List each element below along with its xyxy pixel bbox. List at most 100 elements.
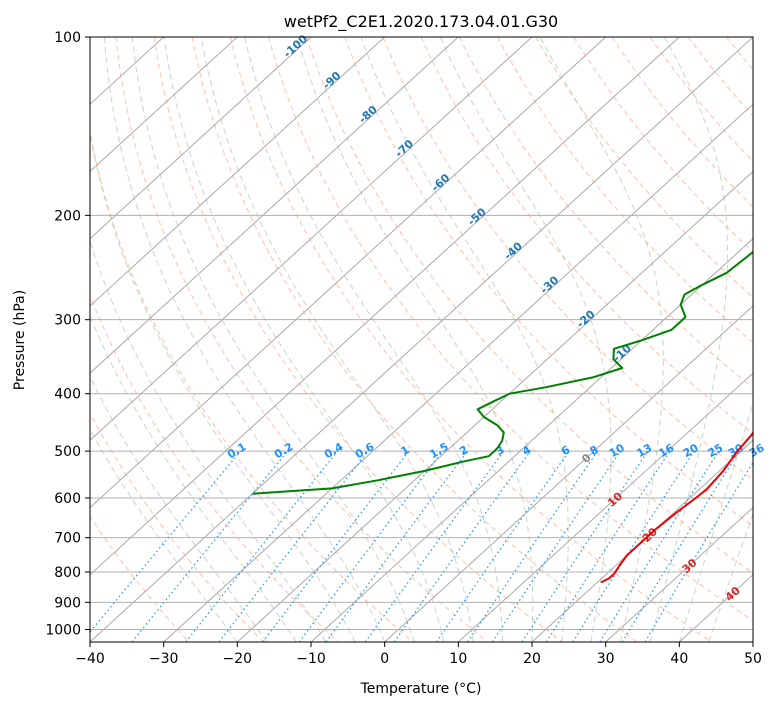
temperature-profile bbox=[600, 430, 753, 584]
y-tick-label: 100 bbox=[54, 30, 81, 46]
skewed-isotherm bbox=[457, 372, 753, 642]
mixing-ratio-line bbox=[262, 450, 410, 642]
x-tick-label: −40 bbox=[75, 651, 105, 667]
isotherm-label: -30 bbox=[538, 273, 562, 296]
y-tick-label: 200 bbox=[54, 208, 81, 224]
mixing-ratio-label: 0.6 bbox=[353, 440, 377, 461]
dry-adiabat bbox=[90, 412, 264, 642]
moist-adiabat bbox=[539, 37, 664, 642]
mixing-ratio-label: 6 bbox=[559, 443, 572, 458]
skewed-isotherm bbox=[90, 37, 607, 509]
mixing-ratio-line bbox=[599, 450, 720, 642]
skewed-isotherm bbox=[90, 37, 680, 576]
dry-adiabat bbox=[420, 37, 753, 435]
x-tick-label: 0 bbox=[380, 651, 389, 667]
isotherm-label: -90 bbox=[320, 69, 344, 92]
x-tick-label: 20 bbox=[523, 651, 541, 667]
mixing-ratio-label: 13 bbox=[634, 441, 654, 460]
dry-adiabat bbox=[344, 37, 753, 527]
x-tick-label: −10 bbox=[296, 651, 326, 667]
moist-adiabat bbox=[649, 37, 728, 642]
moist-adiabat bbox=[131, 37, 415, 642]
dry-adiabat bbox=[229, 37, 712, 642]
x-tick-label: 10 bbox=[449, 651, 467, 667]
y-tick-label: 700 bbox=[54, 531, 81, 547]
y-tick-label: 400 bbox=[54, 387, 81, 403]
plot-frame bbox=[89, 36, 754, 643]
mixing-ratio-line bbox=[466, 450, 599, 642]
moist-adiabat bbox=[678, 401, 753, 642]
isotherm-label: -70 bbox=[393, 137, 417, 160]
x-tick-label: −20 bbox=[223, 651, 253, 667]
y-tick-label: 1000 bbox=[45, 622, 81, 638]
mixing-ratio-line bbox=[364, 450, 505, 642]
mixing-ratio-label: 4 bbox=[520, 443, 533, 458]
mixing-ratio-label: 0.1 bbox=[225, 440, 248, 461]
dry-adiabat bbox=[90, 515, 190, 642]
mixing-ratio-line bbox=[131, 450, 289, 642]
skewed-isotherm bbox=[90, 37, 386, 307]
moist-adiabat bbox=[439, 37, 612, 642]
mixing-ratio-line bbox=[521, 450, 649, 642]
skewed-isotherm bbox=[90, 37, 238, 173]
mixing-ratio-line bbox=[491, 450, 621, 642]
y-axis-title: Pressure (hPa) bbox=[12, 290, 28, 390]
moist-adiabat bbox=[90, 375, 268, 642]
dry-adiabat bbox=[115, 37, 488, 642]
mixing-ratio-line bbox=[185, 450, 339, 642]
moist-adiabat bbox=[360, 37, 569, 642]
isotherm-label: -100 bbox=[281, 32, 310, 60]
x-axis: −40 −30 −20 −10 0 10 20 30 40 50 bbox=[75, 642, 762, 667]
mixing-ratio-label: 25 bbox=[706, 441, 726, 460]
dry-adiabat bbox=[611, 37, 753, 208]
y-tick-label: 900 bbox=[54, 595, 81, 611]
moist-adiabat bbox=[90, 428, 238, 642]
dry-adiabat bbox=[268, 37, 753, 622]
mixing-ratio-label: 36 bbox=[747, 441, 767, 460]
mixing-ratio-line bbox=[393, 450, 531, 642]
dry-adiabat bbox=[382, 37, 753, 481]
skewed-isotherm bbox=[752, 641, 753, 642]
x-tick-label: 40 bbox=[670, 651, 688, 667]
dry-adiabat bbox=[496, 37, 753, 344]
skewed-isotherm bbox=[163, 103, 753, 642]
moist-adiabat bbox=[90, 129, 356, 642]
dewpoint-profile bbox=[252, 250, 753, 495]
x-tick-label: 50 bbox=[744, 651, 762, 667]
isotherm-label: -50 bbox=[465, 205, 489, 228]
moist-adiabat bbox=[708, 513, 753, 642]
moist-adiabat bbox=[296, 37, 534, 642]
x-tick-label: −30 bbox=[149, 651, 179, 667]
mixing-ratio-line bbox=[90, 450, 242, 633]
mixing-ratio-line bbox=[621, 450, 740, 642]
mixing-ratio-line bbox=[545, 450, 671, 642]
chart-title: wetPf2_C2E1.2020.173.04.01.G30 bbox=[284, 12, 558, 32]
x-axis-title: Temperature (°C) bbox=[360, 681, 482, 697]
dry-adiabat bbox=[306, 37, 753, 574]
mixing-ratio-line bbox=[218, 450, 369, 642]
dry-adiabat bbox=[535, 37, 753, 298]
moist-adiabat bbox=[200, 37, 474, 642]
moist-adiabat bbox=[244, 37, 503, 642]
dry-adiabat bbox=[191, 37, 638, 642]
y-tick-label: 800 bbox=[54, 565, 81, 581]
isotherm-label: -80 bbox=[356, 103, 380, 126]
mixing-ratio-line bbox=[325, 450, 468, 642]
dry-adiabat bbox=[687, 37, 753, 117]
isotherm-label: -60 bbox=[429, 171, 453, 194]
dry-adiabat bbox=[90, 131, 414, 642]
skewed-isotherm bbox=[236, 170, 753, 642]
moist-adiabat bbox=[103, 37, 386, 642]
y-axis: 100 200 300 400 500 600 700 800 900 1000 bbox=[45, 30, 90, 638]
skewed-isotherm bbox=[90, 37, 459, 374]
mixing-ratio-label: 1.5 bbox=[427, 440, 450, 461]
background-lines bbox=[90, 37, 775, 642]
mixing-ratio-line bbox=[572, 450, 695, 642]
sounding-profiles bbox=[252, 250, 753, 584]
skewed-isotherm bbox=[384, 305, 753, 642]
skewed-isotherm bbox=[605, 506, 753, 642]
dry-adiabat bbox=[765, 37, 775, 642]
x-tick-label: 30 bbox=[597, 651, 615, 667]
mixing-ratio-line bbox=[644, 461, 753, 642]
